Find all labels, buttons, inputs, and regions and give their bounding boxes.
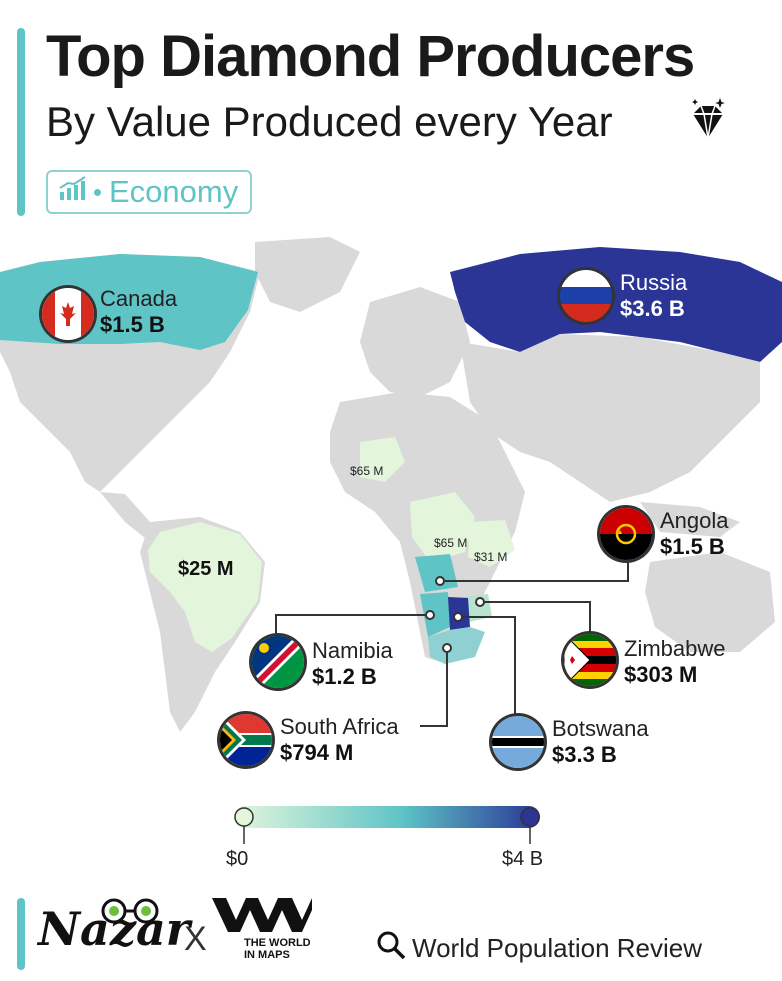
country-value: $1.5 B (660, 534, 725, 559)
flag-botswana (492, 716, 544, 768)
goggles-icon (96, 897, 166, 930)
map-se-asia (640, 502, 740, 537)
legend-max-marker (520, 807, 540, 827)
flag-namibia (252, 636, 304, 688)
flag-russia (560, 270, 612, 322)
map-brazil (148, 522, 262, 652)
category-tag: Economy (46, 170, 252, 214)
legend-min-marker (234, 807, 254, 827)
label-brazil-value: $25 M (178, 558, 234, 580)
country-name: Angola (660, 508, 729, 533)
map-angola (415, 554, 458, 592)
header-accent-bar (17, 28, 25, 216)
flag-zimbabwe (564, 634, 616, 686)
map-russia (450, 247, 782, 362)
country-value: $303 M (624, 662, 698, 687)
legend-min-label: $0 (226, 848, 249, 870)
source-label: World Population Review (412, 933, 702, 963)
country-name: Canada (100, 286, 178, 311)
map-sierra-leone (360, 437, 405, 482)
connector-namibia (275, 614, 430, 642)
label-angola: Angola $1.5 B (660, 510, 729, 558)
map-greenland (255, 237, 360, 312)
flag-south-africa (220, 714, 272, 766)
label-zimbabwe: Zimbabwe $303 M (624, 638, 725, 686)
marker-zimbabwe (475, 597, 485, 607)
page-subtitle: By Value Produced every Year (46, 98, 613, 145)
connector-south-africa (420, 648, 448, 727)
map-tanzania (468, 520, 515, 567)
label-south-africa: South Africa $794 M (280, 716, 399, 764)
country-value: $3.6 B (620, 296, 685, 321)
partner-line-1: THE WORLD (244, 937, 311, 949)
legend-bar (234, 806, 540, 828)
country-name: Zimbabwe (624, 636, 726, 661)
legend-max-label: $4 B (502, 848, 544, 870)
map-south-africa (428, 627, 485, 664)
marker-south-africa (442, 643, 452, 653)
country-value: $794 M (280, 740, 354, 765)
tag-dot (94, 188, 101, 196)
world-in-maps-text: THE WORLD IN MAPS (244, 937, 311, 961)
collab-times: X (184, 920, 207, 958)
country-value: $1.5 B (100, 312, 165, 337)
category-label: Economy (109, 174, 239, 209)
country-value: $3.3 B (552, 742, 617, 767)
partner-line-2: IN MAPS (244, 949, 290, 961)
country-name: South Africa (280, 714, 399, 739)
map-namibia (420, 592, 450, 637)
legend-scale (234, 806, 540, 844)
map-asia (460, 334, 760, 502)
country-name: Namibia (312, 638, 393, 663)
source-credit: World Population Review (376, 930, 702, 967)
connector-angola (440, 562, 629, 582)
flag-canada (42, 288, 94, 340)
connector-zimbabwe (480, 601, 591, 634)
world-map (0, 237, 782, 732)
flag-angola (600, 508, 652, 560)
map-australia (645, 552, 775, 652)
country-name: Russia (620, 270, 688, 295)
marker-botswana (453, 612, 463, 622)
marker-angola (435, 576, 445, 586)
label-namibia: Namibia $1.2 B (312, 640, 393, 688)
label-drc-value: $65 M (434, 536, 468, 550)
chart-growth-icon (48, 174, 94, 210)
map-drc (410, 492, 475, 562)
footer-accent-bar (17, 898, 25, 970)
label-botswana: Botswana $3.3 B (552, 718, 649, 766)
marker-namibia (425, 610, 435, 620)
label-canada: Canada $1.5 B (100, 288, 177, 336)
connector-botswana (458, 616, 516, 722)
label-sierra-leone-value: $65 M (350, 464, 384, 478)
world-in-maps-logo (212, 890, 312, 941)
country-value: $1.2 B (312, 664, 377, 689)
map-europe (360, 287, 470, 397)
label-russia: Russia $3.6 B (620, 272, 687, 320)
label-tanzania-value: $31 M (474, 550, 508, 564)
country-name: Botswana (552, 716, 649, 741)
search-icon (376, 930, 412, 967)
diamond-icon (685, 96, 731, 151)
page-title: Top Diamond Producers (46, 24, 695, 89)
